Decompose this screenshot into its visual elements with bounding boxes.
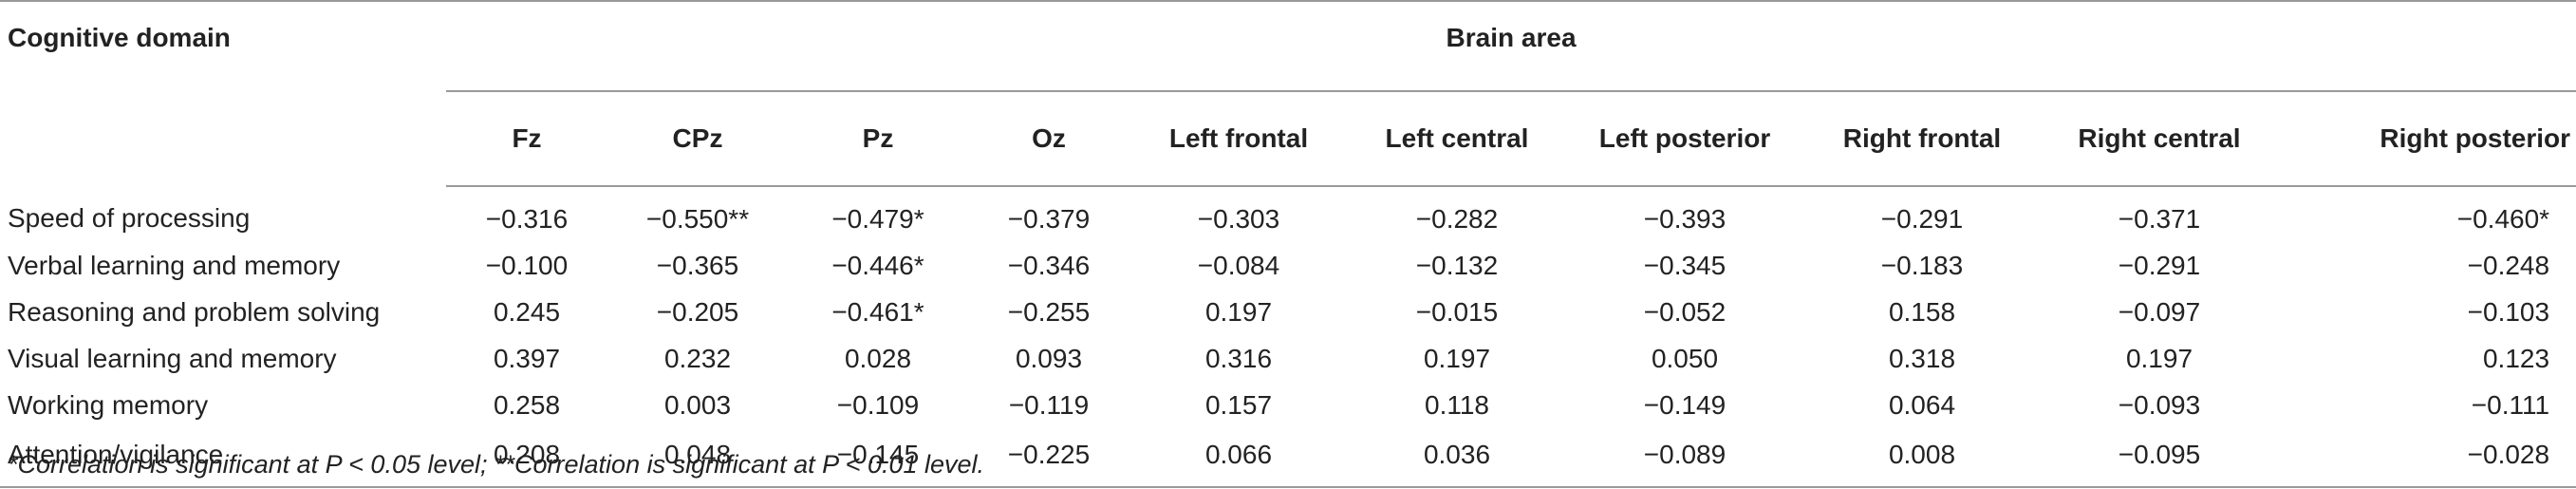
table-row: Reasoning and problem solving 0.245 −0.2… [0, 289, 2576, 335]
column-header-pz: Pz [788, 90, 968, 187]
table-cell: −0.346 [1007, 250, 1091, 280]
table-cell: −0.446* [831, 250, 924, 280]
column-header-right-frontal: Right frontal [1803, 90, 2041, 187]
table-cell: −0.371 [2118, 203, 2201, 234]
table-cell: 0.118 [1425, 389, 1489, 420]
table-body: Speed of processing −0.316 −0.550** −0.4… [0, 186, 2576, 488]
table-cell: −0.291 [2118, 250, 2201, 280]
table-cell: −0.103 [2467, 296, 2550, 327]
table-cell: 0.050 [1651, 343, 1719, 373]
table-cell: −0.248 [2467, 250, 2550, 280]
column-header-left-frontal: Left frontal [1129, 90, 1348, 187]
table-cell: 0.197 [1423, 343, 1491, 373]
table-cell: −0.365 [656, 250, 739, 280]
table-cell: −0.095 [2041, 428, 2278, 488]
table-row: Verbal learning and memory −0.100 −0.365… [0, 242, 2576, 289]
column-header-right-posterior: Right posterior [2278, 90, 2576, 187]
table-cell: −0.015 [1415, 296, 1499, 327]
table-cell: 0.258 [493, 389, 561, 420]
table-cell: 0.028 [844, 343, 912, 373]
header-row-group: Cognitive domain Brain area [0, 0, 2576, 186]
table-footnote: *Correlation is significant at P < 0.05 … [8, 450, 985, 479]
table-cell: 0.003 [663, 389, 732, 420]
column-header-left-central: Left central [1348, 90, 1566, 187]
table-cell: −0.255 [1007, 296, 1091, 327]
table-row: Working memory 0.258 0.003 −0.109 −0.119… [0, 382, 2576, 428]
table-cell: −0.052 [1643, 296, 1727, 327]
table-cell: 0.066 [1129, 428, 1348, 488]
table-cell: 0.318 [1888, 343, 1956, 373]
row-label: Working memory [8, 389, 209, 420]
table-row: Visual learning and memory 0.397 0.232 0… [0, 335, 2576, 382]
table-cell: 0.197 [2125, 343, 2193, 373]
table-cell: −0.089 [1566, 428, 1803, 488]
table-cell: −0.183 [1880, 250, 1964, 280]
table-cell: 0.158 [1888, 296, 1956, 327]
table-cell: −0.461* [831, 296, 924, 327]
table-cell: −0.291 [1880, 203, 1964, 234]
table-cell: −0.028 [2278, 428, 2576, 488]
table-cell: −0.119 [1008, 389, 1090, 420]
table-cell: −0.460* [2456, 203, 2550, 234]
table-cell: −0.393 [1643, 203, 1727, 234]
table-cell: −0.225 [968, 428, 1129, 488]
table-cell: 0.093 [1015, 343, 1083, 373]
row-label: Attention/vigilance [0, 428, 446, 488]
table-row: Attention/vigilance 0.208 0.048 −0.145 −… [0, 428, 2576, 488]
table-cell: 0.036 [1348, 428, 1566, 488]
table-cell: −0.316 [485, 203, 569, 234]
table-cell: −0.097 [2118, 296, 2201, 327]
table-cell: −0.303 [1197, 203, 1280, 234]
column-header-right-central: Right central [2041, 90, 2278, 187]
table-cell: −0.100 [485, 250, 569, 280]
column-header-cpz: CPz [607, 90, 788, 187]
table-cell: −0.550** [645, 203, 750, 234]
table-cell: 0.157 [1204, 389, 1273, 420]
table-cell: −0.145 [788, 428, 968, 488]
cognitive-domain-header: Cognitive domain [0, 0, 446, 186]
table-cell: −0.479* [831, 203, 924, 234]
column-header-left-posterior: Left posterior [1566, 90, 1803, 187]
table-cell: −0.345 [1643, 250, 1727, 280]
table-cell: −0.111 [2471, 389, 2550, 420]
column-header-fz: Fz [446, 90, 607, 187]
table-cell: −0.205 [656, 296, 739, 327]
table-cell: −0.379 [1007, 203, 1091, 234]
brain-area-header: Brain area [446, 0, 2576, 91]
table-cell: 0.123 [2482, 343, 2550, 373]
table-cell: 0.232 [663, 343, 732, 373]
table-cell: −0.109 [836, 389, 920, 420]
table-cell: 0.048 [607, 428, 788, 488]
row-label: Verbal learning and memory [8, 250, 341, 280]
row-label: Speed of processing [8, 203, 251, 233]
table-cell: 0.064 [1888, 389, 1956, 420]
table-cell: 0.008 [1803, 428, 2041, 488]
table-cell: −0.084 [1197, 250, 1280, 280]
table-row: Speed of processing −0.316 −0.550** −0.4… [0, 186, 2576, 242]
header-row-columns: Fz CPz Pz Oz Left frontal Left central L… [0, 90, 2576, 187]
table-cell: 0.245 [493, 296, 561, 327]
table-cell: 0.197 [1204, 296, 1273, 327]
table-cell: 0.397 [493, 343, 561, 373]
table-cell: 0.208 [446, 428, 607, 488]
table-cell: −0.132 [1415, 250, 1499, 280]
column-header-oz: Oz [968, 90, 1129, 187]
table-cell: −0.282 [1415, 203, 1499, 234]
table-cell: −0.093 [2118, 389, 2201, 420]
row-label: Reasoning and problem solving [8, 296, 381, 327]
table-cell: 0.316 [1204, 343, 1273, 373]
row-label: Visual learning and memory [8, 343, 337, 373]
table-cell: −0.149 [1643, 389, 1727, 420]
